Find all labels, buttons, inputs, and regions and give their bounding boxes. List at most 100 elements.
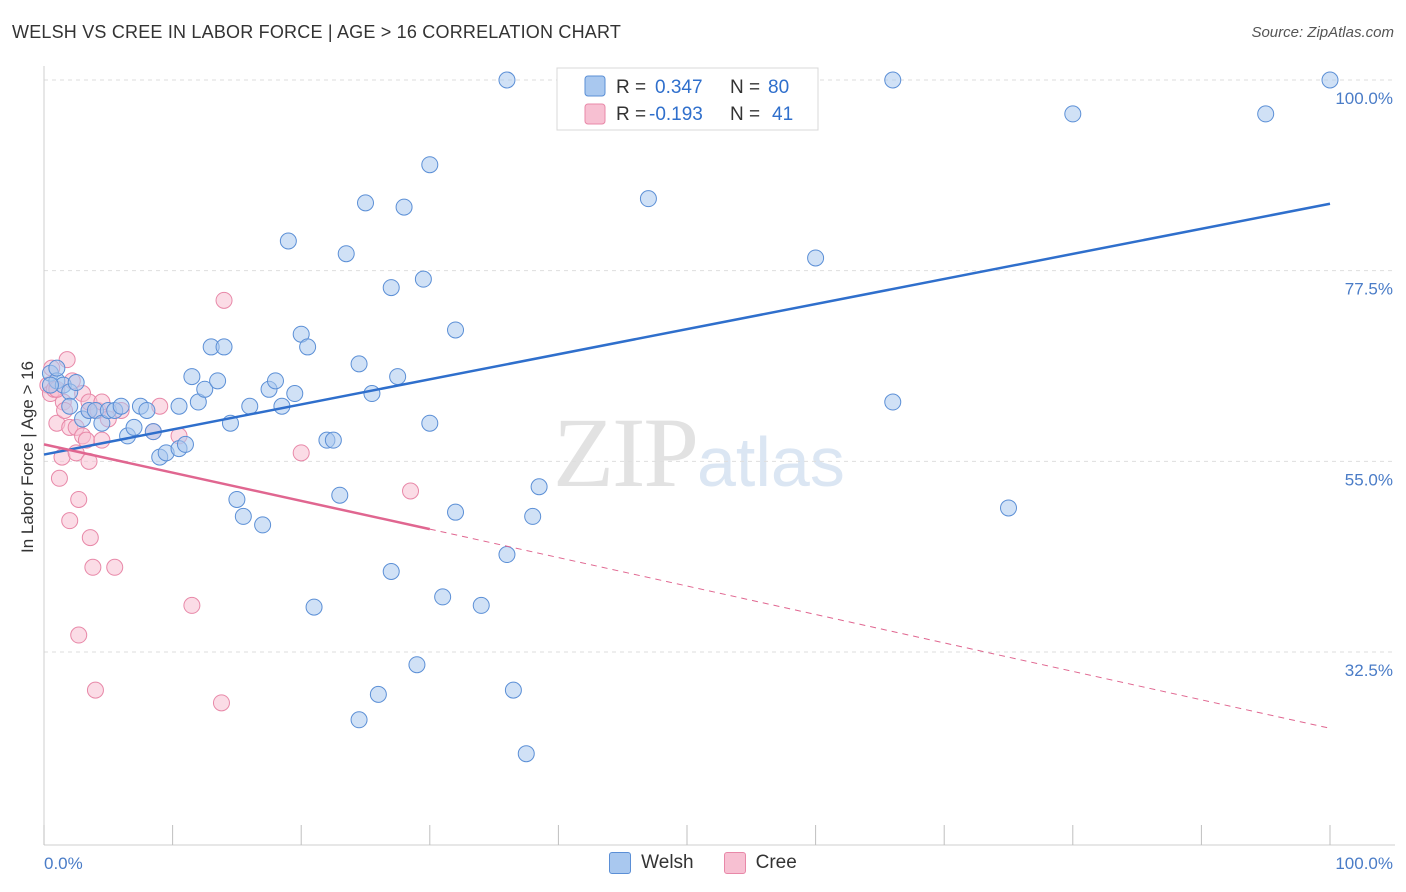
welsh-point-55 — [414, 270, 432, 288]
welsh-point-51 — [382, 279, 400, 297]
welsh-point-75 — [1257, 105, 1275, 123]
welsh-point-70 — [807, 249, 825, 267]
welsh-points — [41, 71, 1339, 763]
legend-item-cree: Cree — [723, 852, 797, 874]
series-legend: Welsh Cree — [0, 852, 1406, 874]
welsh-point-40 — [305, 598, 323, 616]
welsh-point-56 — [421, 414, 439, 432]
cree-point-36 — [212, 694, 230, 712]
watermark-atlas: atlas — [697, 423, 845, 501]
welsh-point-57 — [421, 156, 439, 174]
welsh-point-24 — [196, 380, 214, 398]
trend-lines — [43, 202, 1331, 729]
welsh-point-60 — [447, 503, 465, 521]
cree-r-value: -0.193 — [649, 104, 703, 125]
welsh-point-43 — [331, 486, 349, 504]
welsh-point-58 — [434, 588, 452, 606]
welsh-legend-swatch — [584, 75, 606, 97]
y-tick-label-1: 55.0% — [1345, 470, 1393, 489]
welsh-point-53 — [395, 198, 413, 216]
y-tick-label-3: 100.0% — [1335, 89, 1393, 108]
welsh-point-72 — [884, 71, 902, 89]
welsh-point-27 — [215, 338, 233, 356]
welsh-point-76 — [1321, 71, 1339, 89]
x-tick-label-0: 0.0% — [44, 854, 83, 873]
watermark: ZIPatlas — [553, 395, 845, 510]
welsh-point-54 — [408, 656, 426, 674]
cree-point-30 — [106, 558, 124, 576]
cree-point-39 — [402, 482, 420, 500]
welsh-point-39 — [299, 338, 317, 356]
welsh-point-29 — [228, 490, 246, 508]
welsh-point-22 — [183, 368, 201, 386]
welsh-point-65 — [517, 745, 535, 763]
cree-point-38 — [292, 444, 310, 462]
cree-trend-line — [43, 443, 431, 531]
cree-point-11 — [61, 512, 79, 530]
welsh-point-36 — [279, 232, 297, 250]
welsh-swatch — [609, 852, 632, 874]
welsh-point-61 — [472, 596, 490, 614]
welsh-point-47 — [357, 194, 374, 212]
welsh-point-11 — [112, 397, 130, 415]
welsh-point-30 — [234, 507, 252, 525]
watermark-zip: ZIP — [553, 397, 699, 508]
cree-swatch — [723, 852, 746, 874]
welsh-point-79 — [61, 397, 79, 415]
welsh-point-46 — [350, 355, 368, 373]
welsh-point-37 — [286, 385, 304, 403]
y-tick-label-2: 77.5% — [1345, 280, 1393, 299]
welsh-point-26 — [209, 372, 227, 390]
welsh-point-48 — [363, 385, 381, 403]
welsh-point-67 — [530, 478, 548, 496]
x-tick-label-1: 100.0% — [1335, 854, 1393, 873]
cree-point-24 — [84, 558, 102, 576]
welsh-r-label: R = — [616, 77, 646, 98]
welsh-point-50 — [382, 562, 400, 580]
welsh-point-34 — [266, 372, 284, 390]
welsh-point-4 — [67, 374, 85, 392]
welsh-point-52 — [389, 368, 407, 386]
welsh-point-74 — [1064, 105, 1082, 123]
cree-point-35 — [183, 596, 201, 614]
welsh-point-71 — [884, 393, 902, 411]
welsh-point-59 — [447, 321, 465, 339]
cree-point-23 — [81, 529, 99, 547]
cree-point-15 — [70, 490, 88, 508]
legend-item-welsh: Welsh — [609, 852, 694, 874]
welsh-point-77 — [48, 359, 66, 377]
welsh-point-32 — [254, 516, 272, 534]
axes — [43, 66, 1395, 846]
cree-n-label: N = — [730, 104, 760, 125]
welsh-point-21 — [176, 435, 194, 453]
cree-point-27 — [93, 431, 111, 449]
welsh-n-value: 80 — [768, 77, 789, 98]
cree-legend-swatch — [584, 103, 606, 125]
grid-lines — [44, 79, 1395, 653]
legend-label-cree: Cree — [755, 852, 797, 873]
cree-trend-extension — [429, 528, 1331, 729]
source-label: Source: ZipAtlas.com — [1251, 24, 1394, 41]
welsh-trend-line — [43, 202, 1331, 456]
welsh-n-label: N = — [730, 77, 760, 98]
welsh-point-13 — [125, 418, 143, 436]
chart-title: WELSH VS CREE IN LABOR FORCE | AGE > 16 … — [12, 22, 622, 42]
welsh-point-15 — [138, 401, 156, 419]
welsh-point-66 — [524, 507, 542, 525]
welsh-point-31 — [241, 397, 259, 415]
cree-point-25 — [86, 681, 104, 699]
legend-label-welsh: Welsh — [641, 852, 694, 873]
welsh-point-45 — [350, 711, 368, 729]
y-tick-label-0: 32.5% — [1345, 661, 1393, 680]
cree-point-16 — [70, 626, 88, 644]
welsh-point-44 — [337, 245, 355, 263]
cree-r-label: R = — [616, 104, 646, 125]
welsh-point-62 — [498, 546, 516, 564]
welsh-r-value: 0.347 — [655, 77, 703, 98]
welsh-point-69 — [639, 190, 657, 208]
welsh-point-78 — [41, 376, 59, 394]
stats-legend: R = 0.347 N = 80 R = -0.193 N = 41 — [556, 67, 819, 131]
welsh-point-73 — [1000, 499, 1017, 517]
cree-point-5 — [50, 469, 68, 487]
